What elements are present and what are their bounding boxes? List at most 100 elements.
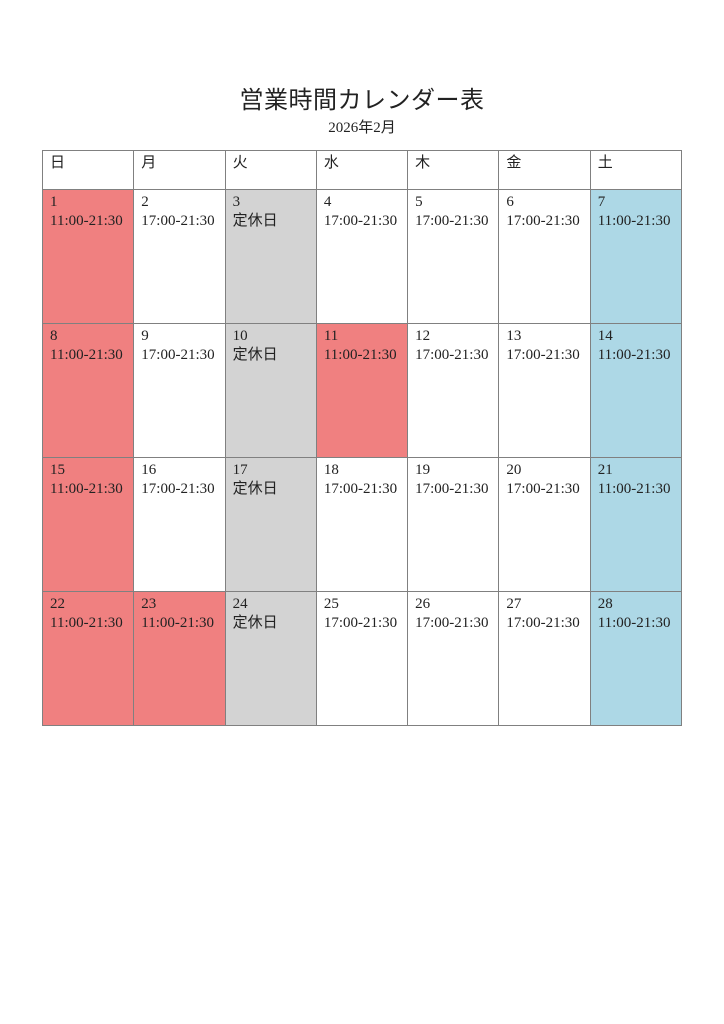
date-number: 14 bbox=[597, 327, 613, 344]
hours-label: 11:00-21:30 bbox=[597, 480, 671, 497]
hours-label: 定休日 bbox=[232, 614, 278, 631]
hours-label: 17:00-21:30 bbox=[141, 480, 215, 497]
hours-label: 11:00-21:30 bbox=[50, 614, 123, 631]
hours-label: 定休日 bbox=[232, 346, 278, 363]
date-number: 20 bbox=[506, 461, 522, 478]
day-cell-7: 7 11:00-21:30 bbox=[589, 188, 683, 324]
day-cell-3: 3 定休日 bbox=[224, 188, 317, 324]
date-number: 26 bbox=[415, 595, 431, 612]
day-cell-18: 18 17:00-21:30 bbox=[315, 456, 409, 592]
day-cell-16: 16 17:00-21:30 bbox=[133, 456, 226, 592]
day-cell-1: 1 11:00-21:30 bbox=[41, 188, 135, 324]
hours-label: 17:00-21:30 bbox=[415, 480, 489, 497]
date-number: 16 bbox=[141, 461, 157, 478]
date-number: 1 bbox=[50, 193, 58, 210]
date-number: 7 bbox=[597, 193, 606, 210]
hours-label: 11:00-21:30 bbox=[50, 212, 123, 229]
day-cell-24: 24 定休日 bbox=[224, 590, 317, 726]
hours-label: 17:00-21:30 bbox=[415, 212, 489, 229]
day-cell-21: 21 11:00-21:30 bbox=[589, 456, 683, 592]
calendar-week-row: 15 11:00-21:30 16 17:00-21:30 17 定休日 18 … bbox=[41, 456, 683, 592]
hours-label: 17:00-21:30 bbox=[323, 614, 398, 631]
date-number: 15 bbox=[50, 461, 65, 478]
day-cell-26: 26 17:00-21:30 bbox=[407, 590, 500, 726]
date-number: 10 bbox=[232, 327, 248, 344]
date-number: 17 bbox=[232, 461, 248, 478]
page-title: 営業時間カレンダー表 bbox=[239, 88, 485, 114]
day-cell-5: 5 17:00-21:30 bbox=[407, 188, 500, 324]
day-cell-17: 17 定休日 bbox=[224, 456, 317, 592]
day-cell-20: 20 17:00-21:30 bbox=[498, 456, 591, 592]
weekday-header-thu: 木 bbox=[407, 149, 500, 190]
date-number: 25 bbox=[323, 595, 339, 612]
hours-label: 17:00-21:30 bbox=[506, 346, 580, 363]
date-number: 4 bbox=[323, 193, 332, 210]
day-cell-9: 9 17:00-21:30 bbox=[133, 322, 226, 458]
day-cell-25: 25 17:00-21:30 bbox=[315, 590, 409, 726]
date-number: 9 bbox=[141, 327, 149, 344]
hours-label: 11:00-21:30 bbox=[50, 480, 123, 497]
date-number: 11 bbox=[323, 327, 339, 344]
day-cell-15: 15 11:00-21:30 bbox=[41, 456, 135, 592]
hours-label: 11:00-21:30 bbox=[597, 614, 671, 631]
day-cell-13: 13 17:00-21:30 bbox=[498, 322, 591, 458]
day-cell-19: 19 17:00-21:30 bbox=[407, 456, 500, 592]
day-cell-4: 4 17:00-21:30 bbox=[315, 188, 409, 324]
date-number: 27 bbox=[506, 595, 522, 612]
business-hours-calendar: 日 月 火 水 木 金 土 1 11:00-21:30 2 17:00-21:3… bbox=[41, 149, 683, 726]
date-number: 24 bbox=[232, 595, 248, 612]
day-cell-28: 28 11:00-21:30 bbox=[589, 590, 683, 726]
weekday-header-wed: 水 bbox=[315, 149, 409, 190]
hours-label: 11:00-21:30 bbox=[50, 346, 123, 363]
hours-label: 17:00-21:30 bbox=[415, 346, 489, 363]
date-number: 21 bbox=[597, 461, 613, 478]
date-number: 2 bbox=[141, 193, 149, 210]
hours-label: 定休日 bbox=[232, 212, 278, 229]
day-cell-8: 8 11:00-21:30 bbox=[41, 322, 135, 458]
weekday-header-sat: 土 bbox=[589, 149, 683, 190]
hours-label: 11:00-21:30 bbox=[141, 614, 215, 631]
day-cell-12: 12 17:00-21:30 bbox=[407, 322, 500, 458]
hours-label: 11:00-21:30 bbox=[597, 212, 671, 229]
weekday-header-mon: 月 bbox=[133, 149, 226, 190]
calendar-header-row: 日 月 火 水 木 金 土 bbox=[41, 149, 683, 190]
hours-label: 11:00-21:30 bbox=[597, 346, 671, 363]
date-number: 28 bbox=[597, 595, 613, 612]
weekday-header-sun: 日 bbox=[41, 149, 135, 190]
day-cell-14: 14 11:00-21:30 bbox=[589, 322, 683, 458]
hours-label: 17:00-21:30 bbox=[506, 480, 580, 497]
weekday-header-tue: 火 bbox=[224, 149, 317, 190]
day-cell-22: 22 11:00-21:30 bbox=[41, 590, 135, 726]
hours-label: 17:00-21:30 bbox=[141, 346, 215, 363]
calendar-week-row: 8 11:00-21:30 9 17:00-21:30 10 定休日 11 11… bbox=[41, 322, 683, 458]
day-cell-10: 10 定休日 bbox=[224, 322, 317, 458]
date-number: 18 bbox=[323, 461, 339, 478]
date-number: 13 bbox=[506, 327, 522, 344]
day-cell-2: 2 17:00-21:30 bbox=[133, 188, 226, 324]
weekday-header-fri: 金 bbox=[498, 149, 591, 190]
hours-label: 11:00-21:30 bbox=[323, 346, 397, 363]
date-number: 22 bbox=[50, 595, 65, 612]
day-cell-23: 23 11:00-21:30 bbox=[133, 590, 226, 726]
date-number: 12 bbox=[415, 327, 431, 344]
calendar-week-row: 1 11:00-21:30 2 17:00-21:30 3 定休日 4 17:0… bbox=[41, 188, 683, 324]
day-cell-27: 27 17:00-21:30 bbox=[498, 590, 591, 726]
date-number: 6 bbox=[506, 193, 514, 210]
date-number: 23 bbox=[141, 595, 157, 612]
month-label: 2026年2月 bbox=[328, 119, 396, 136]
hours-label: 17:00-21:30 bbox=[141, 212, 215, 229]
hours-label: 17:00-21:30 bbox=[506, 614, 580, 631]
date-number: 3 bbox=[232, 193, 241, 210]
hours-label: 17:00-21:30 bbox=[323, 212, 398, 229]
hours-label: 17:00-21:30 bbox=[323, 480, 398, 497]
hours-label: 17:00-21:30 bbox=[415, 614, 489, 631]
date-number: 19 bbox=[415, 461, 431, 478]
day-cell-11: 11 11:00-21:30 bbox=[315, 322, 409, 458]
calendar-week-row: 22 11:00-21:30 23 11:00-21:30 24 定休日 25 … bbox=[41, 590, 683, 726]
date-number: 8 bbox=[50, 327, 58, 344]
hours-label: 17:00-21:30 bbox=[506, 212, 580, 229]
date-number: 5 bbox=[415, 193, 423, 210]
day-cell-6: 6 17:00-21:30 bbox=[498, 188, 591, 324]
hours-label: 定休日 bbox=[232, 480, 278, 497]
